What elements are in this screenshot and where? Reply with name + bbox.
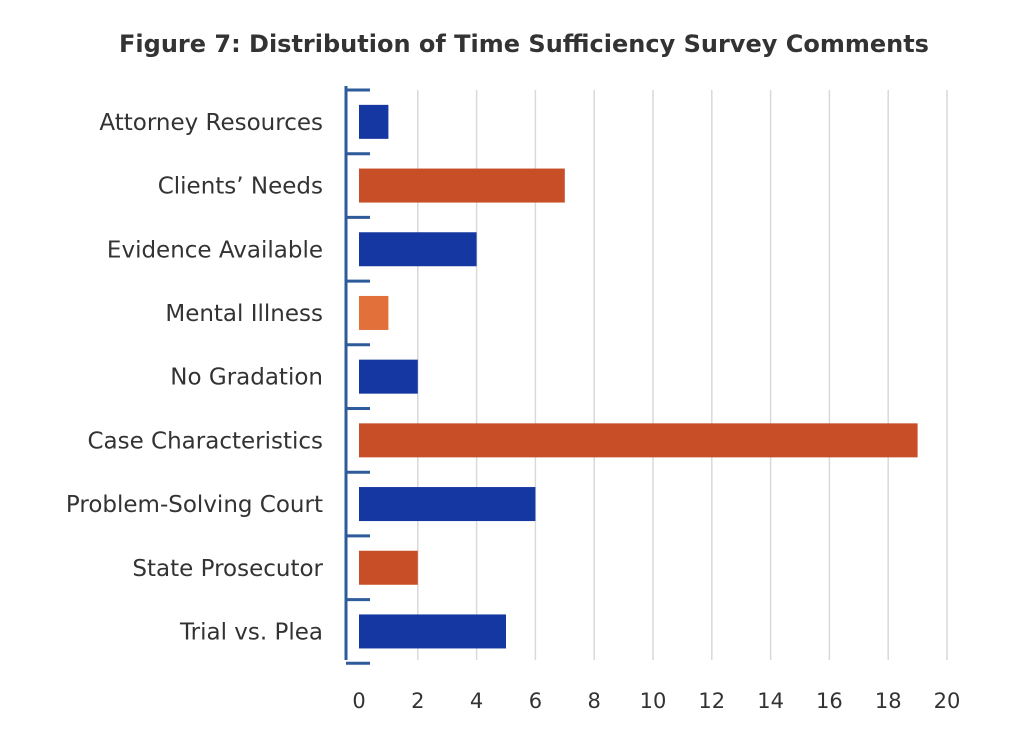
category-label: Problem-Solving Court [66, 492, 323, 518]
x-tick-label: 6 [529, 689, 542, 713]
bar [359, 487, 536, 522]
chart-title: Figure 7: Distribution of Time Sufficien… [119, 30, 929, 58]
x-tick-label: 20 [934, 689, 961, 713]
x-tick-label: 4 [470, 689, 483, 713]
category-label: Mental Illness [165, 301, 323, 327]
category-label: Attorney Resources [99, 110, 323, 136]
category-labels: Attorney Resources Clients’ Needs Evidence… [66, 110, 324, 646]
x-tick-label: 12 [698, 689, 725, 713]
bar [359, 359, 418, 394]
x-tick-labels: 0 2 4 6 8 10 12 14 16 18 20 [352, 689, 960, 713]
bar [359, 168, 565, 203]
bar [359, 104, 389, 139]
x-tick-label: 10 [640, 689, 667, 713]
bar [359, 295, 389, 330]
x-tick-label: 16 [816, 689, 843, 713]
category-label: Clients’ Needs [158, 174, 323, 200]
bars [359, 104, 918, 649]
category-label: Evidence Available [107, 237, 323, 263]
x-tick-label: 8 [588, 689, 601, 713]
x-tick-label: 0 [352, 689, 365, 713]
bar [359, 232, 477, 267]
category-label: Case Characteristics [87, 428, 323, 454]
category-label: State Prosecutor [132, 556, 323, 582]
bar [359, 423, 918, 458]
x-tick-label: 14 [757, 689, 784, 713]
category-label: No Gradation [170, 365, 323, 391]
category-label: Trial vs. Plea [179, 619, 323, 645]
bar [359, 550, 418, 585]
bar [359, 614, 506, 649]
y-axis [344, 86, 370, 665]
x-tick-label: 2 [411, 689, 424, 713]
x-tick-label: 18 [875, 689, 902, 713]
